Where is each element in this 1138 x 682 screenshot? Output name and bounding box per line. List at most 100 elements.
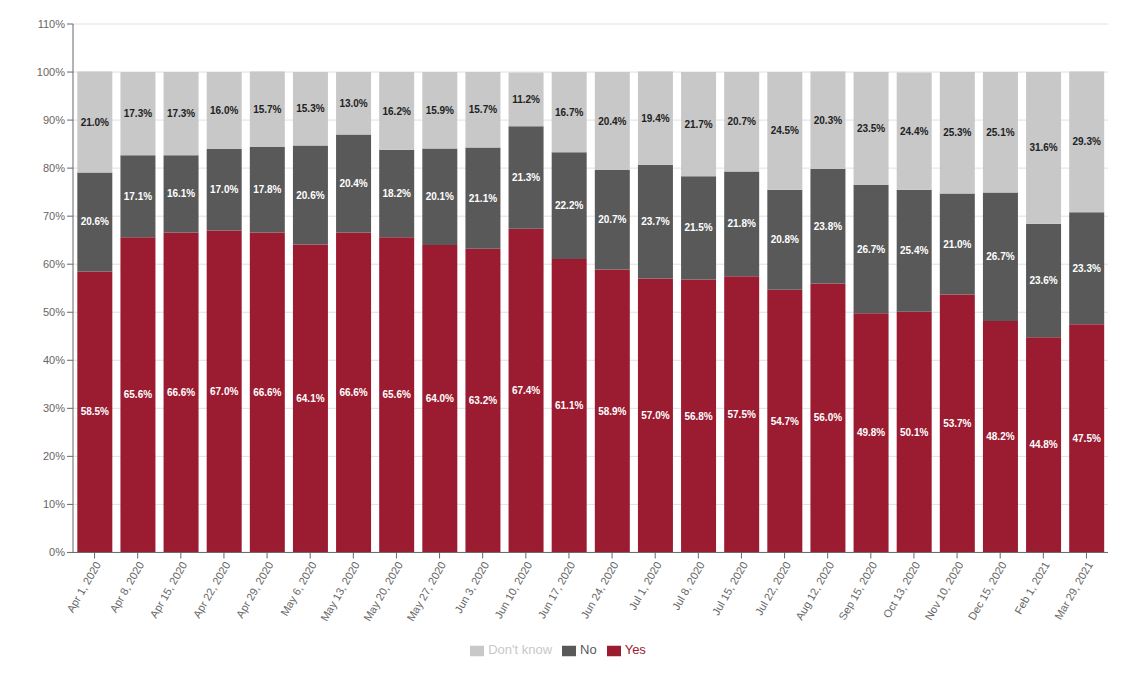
svg-text:23.5%: 23.5% bbox=[857, 123, 885, 134]
svg-text:110%: 110% bbox=[38, 18, 66, 30]
svg-text:15.7%: 15.7% bbox=[469, 104, 497, 115]
svg-text:24.5%: 24.5% bbox=[771, 125, 799, 136]
svg-text:Jul 8, 2020: Jul 8, 2020 bbox=[670, 559, 707, 612]
svg-text:Dec 15, 2020: Dec 15, 2020 bbox=[966, 559, 1009, 622]
svg-text:29.3%: 29.3% bbox=[1073, 136, 1101, 147]
svg-text:60%: 60% bbox=[43, 258, 65, 270]
svg-text:50.1%: 50.1% bbox=[900, 427, 928, 438]
svg-text:66.6%: 66.6% bbox=[339, 387, 367, 398]
svg-text:0%: 0% bbox=[49, 546, 65, 558]
svg-text:22.2%: 22.2% bbox=[555, 200, 583, 211]
svg-text:May 27, 2020: May 27, 2020 bbox=[404, 559, 448, 623]
svg-text:67.0%: 67.0% bbox=[210, 386, 238, 397]
svg-text:16.7%: 16.7% bbox=[555, 107, 583, 118]
svg-text:23.8%: 23.8% bbox=[814, 221, 842, 232]
svg-text:May 13, 2020: May 13, 2020 bbox=[318, 559, 362, 623]
svg-text:Aug 12, 2020: Aug 12, 2020 bbox=[793, 559, 836, 622]
svg-text:Jun 17, 2020: Jun 17, 2020 bbox=[535, 559, 577, 620]
svg-text:17.0%: 17.0% bbox=[210, 184, 238, 195]
svg-text:Jul 22, 2020: Jul 22, 2020 bbox=[753, 559, 793, 617]
svg-text:Sep 15, 2020: Sep 15, 2020 bbox=[836, 559, 879, 622]
svg-text:21.3%: 21.3% bbox=[512, 172, 540, 183]
svg-text:58.9%: 58.9% bbox=[598, 406, 626, 417]
svg-text:53.7%: 53.7% bbox=[943, 418, 971, 429]
svg-text:17.8%: 17.8% bbox=[253, 184, 281, 195]
svg-text:Jun 24, 2020: Jun 24, 2020 bbox=[578, 559, 620, 620]
svg-text:21.0%: 21.0% bbox=[81, 117, 109, 128]
svg-text:58.5%: 58.5% bbox=[81, 406, 109, 417]
svg-text:100%: 100% bbox=[37, 66, 65, 78]
svg-text:Feb 1, 2021: Feb 1, 2021 bbox=[1012, 559, 1052, 616]
svg-text:18.2%: 18.2% bbox=[383, 188, 411, 199]
svg-text:25.1%: 25.1% bbox=[986, 127, 1014, 138]
svg-text:May 6, 2020: May 6, 2020 bbox=[278, 559, 319, 617]
svg-text:16.2%: 16.2% bbox=[383, 106, 411, 117]
svg-text:21.7%: 21.7% bbox=[684, 119, 712, 130]
svg-text:20.7%: 20.7% bbox=[728, 116, 756, 127]
svg-text:20.4%: 20.4% bbox=[339, 178, 367, 189]
svg-text:65.6%: 65.6% bbox=[124, 389, 152, 400]
svg-text:26.7%: 26.7% bbox=[986, 251, 1014, 262]
svg-text:25.4%: 25.4% bbox=[900, 245, 928, 256]
svg-text:21.0%: 21.0% bbox=[943, 239, 971, 250]
svg-text:57.0%: 57.0% bbox=[641, 410, 669, 421]
svg-text:57.5%: 57.5% bbox=[728, 409, 756, 420]
svg-text:23.3%: 23.3% bbox=[1073, 263, 1101, 274]
svg-text:Apr 1, 2020: Apr 1, 2020 bbox=[64, 559, 103, 614]
svg-text:25.3%: 25.3% bbox=[943, 127, 971, 138]
svg-text:64.0%: 64.0% bbox=[426, 393, 454, 404]
svg-text:Jul 1, 2020: Jul 1, 2020 bbox=[626, 559, 663, 612]
svg-text:23.7%: 23.7% bbox=[641, 216, 669, 227]
svg-text:Nov 10, 2020: Nov 10, 2020 bbox=[922, 559, 965, 622]
svg-text:67.4%: 67.4% bbox=[512, 385, 540, 396]
svg-text:10%: 10% bbox=[43, 498, 65, 510]
svg-text:30%: 30% bbox=[43, 402, 65, 414]
svg-text:Jun 3, 2020: Jun 3, 2020 bbox=[452, 559, 491, 615]
svg-text:21.5%: 21.5% bbox=[684, 222, 712, 233]
svg-text:31.6%: 31.6% bbox=[1029, 142, 1057, 153]
svg-text:15.9%: 15.9% bbox=[426, 105, 454, 116]
svg-text:21.1%: 21.1% bbox=[469, 193, 497, 204]
svg-text:26.7%: 26.7% bbox=[857, 244, 885, 255]
svg-text:63.2%: 63.2% bbox=[469, 395, 497, 406]
svg-text:54.7%: 54.7% bbox=[771, 416, 799, 427]
svg-text:50%: 50% bbox=[43, 306, 65, 318]
svg-text:80%: 80% bbox=[43, 162, 65, 174]
svg-text:20.4%: 20.4% bbox=[598, 116, 626, 127]
svg-text:61.1%: 61.1% bbox=[555, 400, 583, 411]
svg-text:48.2%: 48.2% bbox=[986, 431, 1014, 442]
svg-text:64.1%: 64.1% bbox=[296, 393, 324, 404]
svg-text:Apr 8, 2020: Apr 8, 2020 bbox=[107, 559, 146, 614]
svg-text:Apr 22, 2020: Apr 22, 2020 bbox=[191, 559, 233, 620]
svg-text:20.1%: 20.1% bbox=[426, 191, 454, 202]
svg-text:47.5%: 47.5% bbox=[1073, 433, 1101, 444]
svg-text:Jul 15, 2020: Jul 15, 2020 bbox=[710, 559, 750, 617]
svg-text:16.0%: 16.0% bbox=[210, 105, 238, 116]
svg-text:23.6%: 23.6% bbox=[1029, 275, 1057, 286]
svg-text:Apr 29, 2020: Apr 29, 2020 bbox=[234, 559, 276, 620]
svg-text:16.1%: 16.1% bbox=[167, 188, 195, 199]
svg-text:11.2%: 11.2% bbox=[512, 94, 540, 105]
svg-text:May 20, 2020: May 20, 2020 bbox=[361, 559, 405, 623]
svg-text:21.8%: 21.8% bbox=[728, 218, 756, 229]
svg-text:Mar 29, 2021: Mar 29, 2021 bbox=[1052, 559, 1095, 621]
svg-text:Jun 10, 2020: Jun 10, 2020 bbox=[492, 559, 534, 620]
svg-text:20.6%: 20.6% bbox=[81, 216, 109, 227]
svg-text:20.7%: 20.7% bbox=[598, 214, 626, 225]
svg-text:20.6%: 20.6% bbox=[296, 190, 324, 201]
svg-text:65.6%: 65.6% bbox=[383, 389, 411, 400]
svg-text:24.4%: 24.4% bbox=[900, 126, 928, 137]
svg-text:20%: 20% bbox=[43, 450, 65, 462]
svg-text:56.8%: 56.8% bbox=[684, 411, 712, 422]
svg-text:56.0%: 56.0% bbox=[814, 412, 842, 423]
svg-text:17.3%: 17.3% bbox=[124, 108, 152, 119]
svg-text:15.3%: 15.3% bbox=[296, 103, 324, 114]
svg-text:49.8%: 49.8% bbox=[857, 427, 885, 438]
svg-text:44.8%: 44.8% bbox=[1029, 439, 1057, 450]
svg-text:15.7%: 15.7% bbox=[253, 104, 281, 115]
svg-text:19.4%: 19.4% bbox=[641, 113, 669, 124]
svg-text:20.3%: 20.3% bbox=[814, 115, 842, 126]
svg-text:Oct 13, 2020: Oct 13, 2020 bbox=[881, 559, 923, 620]
svg-text:66.6%: 66.6% bbox=[167, 387, 195, 398]
svg-text:66.6%: 66.6% bbox=[253, 387, 281, 398]
